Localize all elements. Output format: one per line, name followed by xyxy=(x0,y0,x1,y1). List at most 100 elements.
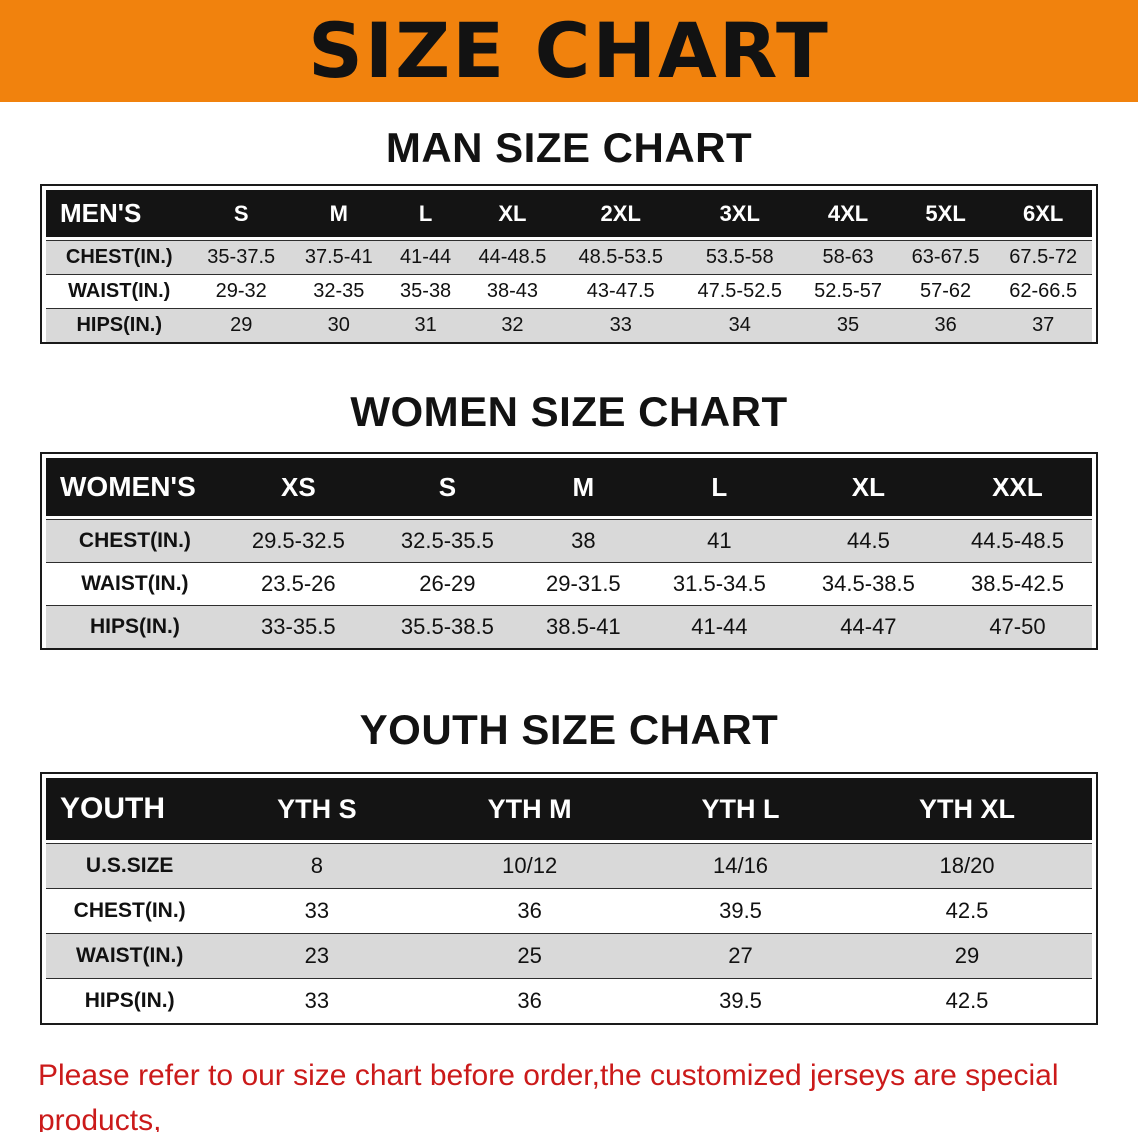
table-title-cell: YOUTH xyxy=(46,778,214,843)
size-header-cell: XS xyxy=(223,458,373,519)
row-label-cell: WAIST(IN.) xyxy=(46,562,224,605)
size-value-cell: 38.5-42.5 xyxy=(942,562,1092,605)
size-header-cell: YTH L xyxy=(639,778,843,843)
size-value-cell: 33 xyxy=(561,308,681,342)
size-value-cell: 10/12 xyxy=(420,843,639,888)
size-header-cell: 4XL xyxy=(799,190,897,240)
size-header-cell: XXL xyxy=(942,458,1092,519)
size-value-cell: 43-47.5 xyxy=(561,274,681,308)
table-header-row: YOUTH YTH S YTH M YTH L YTH XL xyxy=(46,778,1092,843)
size-header-cell: L xyxy=(387,190,464,240)
men-size-section: MAN SIZE CHART MEN'S S M L XL 2XL 3XL 4XL 5XL 6XL… xyxy=(0,124,1138,344)
size-value-cell: 35-38 xyxy=(387,274,464,308)
size-header-cell: 3XL xyxy=(680,190,800,240)
size-value-cell: 41-44 xyxy=(644,605,794,648)
row-label-cell: HIPS(IN.) xyxy=(46,605,224,648)
size-header-cell: S xyxy=(192,190,290,240)
row-label-cell: CHEST(IN.) xyxy=(46,240,193,274)
men-size-table: MEN'S S M L XL 2XL 3XL 4XL 5XL 6XL CHEST(IN.) 35-37… xyxy=(46,190,1092,342)
size-value-cell: 29.5-32.5 xyxy=(223,519,373,562)
size-value-cell: 8 xyxy=(213,843,421,888)
size-value-cell: 62-66.5 xyxy=(994,274,1092,308)
table-row: HIPS(IN.) 29 30 31 32 33 34 35 36 37 xyxy=(46,308,1092,342)
youth-size-table: YOUTH YTH S YTH M YTH L YTH XL U.S.SIZE 8 10/12… xyxy=(46,778,1092,1023)
size-value-cell: 36 xyxy=(420,888,639,933)
size-value-cell: 14/16 xyxy=(639,843,843,888)
size-value-cell: 25 xyxy=(420,933,639,978)
table-row: CHEST(IN.) 35-37.5 37.5-41 41-44 44-48.5 48.5… xyxy=(46,240,1092,274)
size-value-cell: 37 xyxy=(994,308,1092,342)
size-value-cell: 36 xyxy=(896,308,995,342)
size-value-cell: 29 xyxy=(842,933,1092,978)
size-value-cell: 38.5-41 xyxy=(521,605,645,648)
size-header-cell: S xyxy=(372,458,522,519)
size-value-cell: 44-48.5 xyxy=(463,240,562,274)
youth-size-section: YOUTH SIZE CHART YOUTH YTH S YTH M YTH L YTH… xyxy=(0,706,1138,1025)
table-row: WAIST(IN.) 23 25 27 29 xyxy=(46,933,1092,978)
size-value-cell: 35-37.5 xyxy=(192,240,290,274)
table-row: HIPS(IN.) 33-35.5 35.5-38.5 38.5-41 41-44 44-… xyxy=(46,605,1092,648)
row-label-cell: WAIST(IN.) xyxy=(46,274,193,308)
youth-size-table-box: YOUTH YTH S YTH M YTH L YTH XL U.S.SIZE 8 10/12… xyxy=(40,772,1098,1025)
size-value-cell: 29-32 xyxy=(192,274,290,308)
size-value-cell: 32 xyxy=(463,308,562,342)
size-value-cell: 35.5-38.5 xyxy=(372,605,522,648)
size-value-cell: 26-29 xyxy=(372,562,522,605)
size-value-cell: 48.5-53.5 xyxy=(561,240,681,274)
women-size-section: WOMEN SIZE CHART WOMEN'S XS S M L XL XXL CHEST(… xyxy=(0,388,1138,650)
size-value-cell: 32.5-35.5 xyxy=(372,519,522,562)
size-value-cell: 44-47 xyxy=(793,605,943,648)
size-value-cell: 31 xyxy=(387,308,464,342)
row-label-cell: CHEST(IN.) xyxy=(46,519,224,562)
size-value-cell: 34 xyxy=(680,308,800,342)
size-value-cell: 47-50 xyxy=(942,605,1092,648)
row-label-cell: WAIST(IN.) xyxy=(46,933,214,978)
size-value-cell: 30 xyxy=(290,308,388,342)
size-value-cell: 39.5 xyxy=(639,978,843,1023)
size-header-cell: 6XL xyxy=(994,190,1092,240)
size-value-cell: 47.5-52.5 xyxy=(680,274,800,308)
women-size-table: WOMEN'S XS S M L XL XXL CHEST(IN.) 29.5-32.5 32.5… xyxy=(46,458,1092,648)
size-value-cell: 41-44 xyxy=(387,240,464,274)
size-header-cell: 2XL xyxy=(561,190,681,240)
size-value-cell: 63-67.5 xyxy=(896,240,995,274)
table-row: WAIST(IN.) 29-32 32-35 35-38 38-43 43-47.5 47.… xyxy=(46,274,1092,308)
size-value-cell: 42.5 xyxy=(842,978,1092,1023)
size-header-cell: M xyxy=(521,458,645,519)
size-value-cell: 18/20 xyxy=(842,843,1092,888)
table-row: U.S.SIZE 8 10/12 14/16 18/20 xyxy=(46,843,1092,888)
banner: SIZE CHART xyxy=(0,0,1138,102)
men-section-heading: MAN SIZE CHART xyxy=(385,124,753,171)
size-value-cell: 23 xyxy=(213,933,421,978)
disclaimer-line-1: Please refer to our size chart before or… xyxy=(38,1059,1059,1132)
size-header-cell: XL xyxy=(463,190,562,240)
men-size-table-box: MEN'S S M L XL 2XL 3XL 4XL 5XL 6XL CHEST(IN.) 35-37… xyxy=(40,184,1098,344)
size-value-cell: 44.5 xyxy=(793,519,943,562)
table-title-cell: MEN'S xyxy=(46,190,193,240)
size-value-cell: 31.5-34.5 xyxy=(644,562,794,605)
size-value-cell: 52.5-57 xyxy=(799,274,897,308)
row-label-cell: CHEST(IN.) xyxy=(46,888,214,933)
table-title-cell: WOMEN'S xyxy=(46,458,224,519)
size-value-cell: 67.5-72 xyxy=(994,240,1092,274)
size-header-cell: YTH M xyxy=(420,778,639,843)
size-value-cell: 42.5 xyxy=(842,888,1092,933)
size-value-cell: 36 xyxy=(420,978,639,1023)
row-label-cell: HIPS(IN.) xyxy=(46,308,193,342)
women-section-heading: WOMEN SIZE CHART xyxy=(350,388,788,435)
size-value-cell: 58-63 xyxy=(799,240,897,274)
table-row: HIPS(IN.) 33 36 39.5 42.5 xyxy=(46,978,1092,1023)
women-size-table-box: WOMEN'S XS S M L XL XXL CHEST(IN.) 29.5-32.5 32.5… xyxy=(40,452,1098,650)
size-value-cell: 34.5-38.5 xyxy=(793,562,943,605)
table-header-row: WOMEN'S XS S M L XL XXL xyxy=(46,458,1092,519)
size-value-cell: 53.5-58 xyxy=(680,240,800,274)
table-header-row: MEN'S S M L XL 2XL 3XL 4XL 5XL 6XL xyxy=(46,190,1092,240)
size-value-cell: 29 xyxy=(192,308,290,342)
size-value-cell: 33 xyxy=(213,888,421,933)
size-header-cell: 5XL xyxy=(896,190,995,240)
table-row: WAIST(IN.) 23.5-26 26-29 29-31.5 31.5-34.5 34… xyxy=(46,562,1092,605)
size-value-cell: 38 xyxy=(521,519,645,562)
youth-section-heading: YOUTH SIZE CHART xyxy=(359,706,779,753)
table-row: CHEST(IN.) 33 36 39.5 42.5 xyxy=(46,888,1092,933)
